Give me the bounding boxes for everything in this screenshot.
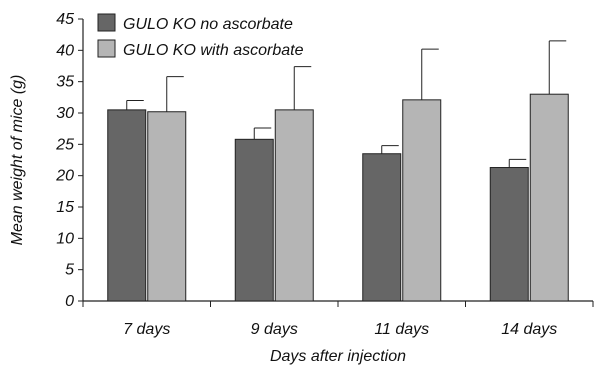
x-tick-label: 9 days: [251, 321, 298, 338]
y-tick-label: 45: [56, 11, 74, 28]
bar-with-ascorbate: [147, 111, 187, 302]
legend-swatch-no-ascorbate: [97, 13, 116, 32]
bar-with-ascorbate: [529, 93, 569, 302]
bar-with-ascorbate: [402, 99, 442, 302]
plot-area: 0 5 10 15 20 25 30 35 40 45 7 days 9 days 11 days 14 …: [55, 11, 594, 338]
bar-no-ascorbate: [489, 167, 529, 302]
y-tick-label: 15: [56, 199, 74, 216]
y-axis-label: Mean weight of mice (g): [9, 75, 26, 246]
y-tick-label: 25: [55, 136, 74, 153]
y-tick-label: 30: [56, 105, 74, 122]
y-tick-label: 5: [65, 262, 74, 279]
x-tick-label: 11 days: [374, 321, 429, 338]
legend-label-no-ascorbate: GULO KO no ascorbate: [123, 16, 293, 33]
y-tick-label: 35: [56, 74, 74, 91]
x-tick-label: 14 days: [501, 321, 557, 338]
bar-no-ascorbate: [107, 109, 147, 302]
x-axis-label: Days after injection: [270, 348, 406, 365]
legend: GULO KO no ascorbate GULO KO with ascorb…: [97, 13, 304, 59]
bar-with-ascorbate: [274, 109, 314, 302]
bar-no-ascorbate: [362, 153, 402, 302]
x-tick-label: 7 days: [123, 321, 170, 338]
legend-label-with-ascorbate: GULO KO with ascorbate: [123, 42, 304, 59]
y-tick-label: 10: [56, 230, 74, 247]
bar-no-ascorbate: [234, 138, 274, 302]
y-tick-label: 40: [56, 42, 74, 59]
y-tick-label: 0: [65, 293, 74, 310]
y-tick-label: 20: [55, 168, 74, 185]
legend-swatch-with-ascorbate: [97, 39, 116, 58]
